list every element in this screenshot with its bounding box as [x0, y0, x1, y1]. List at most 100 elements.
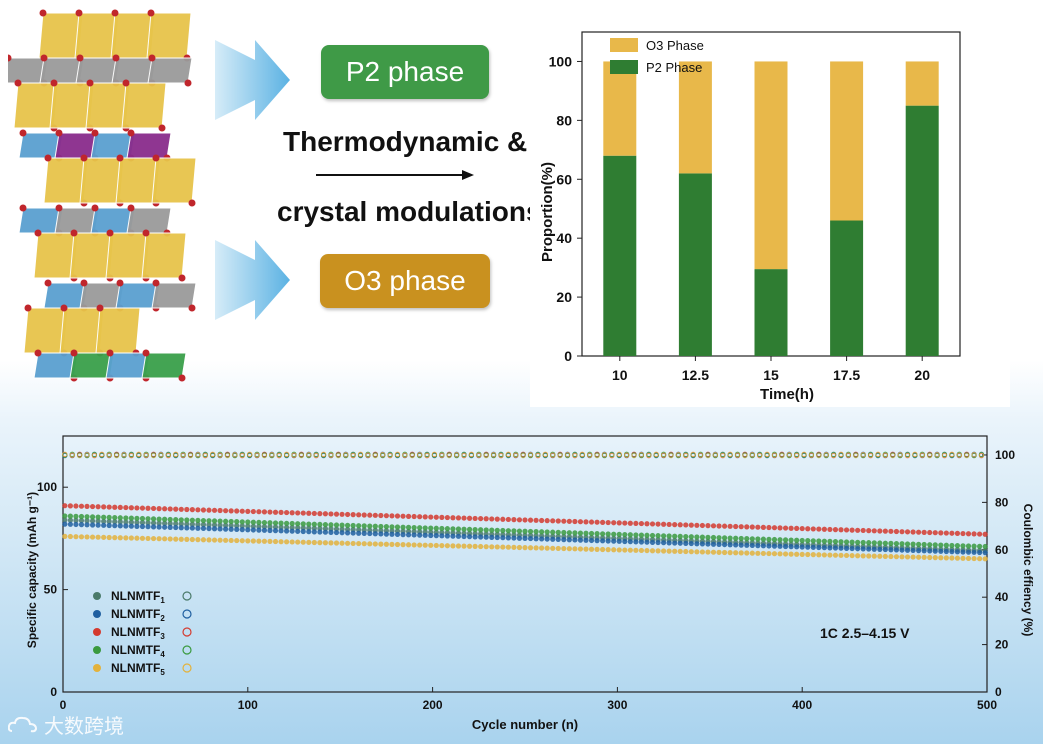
capacity-point [871, 546, 877, 552]
capacity-point [289, 510, 295, 516]
capacity-point [949, 555, 955, 561]
capacity-point [943, 548, 949, 555]
capacity-point [344, 522, 351, 528]
ce-point [653, 451, 659, 457]
capacity-point [838, 552, 844, 558]
capacity-point [849, 539, 855, 545]
ce-point [949, 451, 955, 457]
polyhedron-shape [121, 82, 167, 129]
o3-phase-label: O3 phase [320, 254, 490, 308]
capacity-point [306, 510, 312, 516]
phase-proportion-chart: 0 20 40 60 80 100 10 12.5 15 17.5 20 O3 Phase P2 Pha… [530, 22, 1010, 407]
capacity-point [195, 521, 201, 528]
capacity-point [788, 525, 794, 531]
capacity-point [478, 543, 484, 550]
capacity-point [112, 523, 118, 529]
capacity-point [256, 519, 262, 525]
capacity-point [344, 540, 351, 546]
capacity-point [777, 537, 783, 543]
ce-point [727, 451, 733, 457]
capacity-point [954, 530, 961, 536]
polyhedron-shape [95, 307, 141, 354]
capacity-point [583, 530, 589, 536]
capacity-point [810, 538, 816, 544]
capacity-point [672, 548, 678, 554]
capacity-point [539, 545, 545, 551]
capacity-point [223, 508, 229, 514]
capacity-point [200, 525, 207, 532]
capacity-point [344, 530, 351, 536]
capacity-point [89, 514, 96, 520]
capacity-point [367, 523, 373, 529]
capacity-point [766, 536, 772, 542]
ce-point [794, 452, 800, 458]
ce-point [601, 452, 608, 458]
capacity-point [860, 553, 866, 559]
modulation-text-line1: Thermodynamic & [283, 126, 528, 157]
capacity-point [539, 536, 545, 542]
capacity-point [505, 516, 511, 523]
ce-point [697, 452, 704, 458]
capacity-point [200, 517, 207, 524]
capacity-point [683, 548, 689, 555]
capacity-point [977, 549, 983, 556]
capacity-point [982, 543, 988, 550]
capacity-point [439, 525, 445, 532]
ce-point [609, 452, 615, 458]
capacity-point [971, 549, 977, 555]
oxygen-atom [70, 229, 78, 237]
capacity-point [339, 540, 345, 546]
capacity-point [378, 541, 384, 547]
capacity-point [150, 520, 157, 526]
phase-arrows [215, 40, 290, 320]
capacity-point [566, 546, 572, 552]
capacity-point [683, 533, 689, 540]
capacity-point [356, 530, 362, 536]
capacity-point [561, 518, 567, 524]
capacity-point [910, 541, 916, 547]
capacity-point [245, 508, 251, 514]
capacity-point [428, 532, 434, 539]
capacity-point [516, 528, 523, 534]
capacity-point [661, 548, 667, 554]
ce-point [557, 453, 563, 459]
capacity-point [372, 531, 378, 537]
capacity-point [489, 516, 495, 522]
ce-point [927, 453, 933, 459]
capacity-point [444, 543, 450, 549]
capacity-point [788, 551, 794, 557]
capacity-point [771, 525, 778, 531]
capacity-point [339, 530, 345, 536]
capacity-point [250, 523, 256, 529]
capacity-point [444, 533, 450, 539]
capacity-point [78, 522, 85, 528]
capacity-point [860, 539, 866, 546]
capacity-point [616, 520, 622, 526]
bar-ytick-label: 60 [556, 171, 572, 187]
capacity-point [444, 514, 450, 521]
cycle-legend-filled-marker [93, 628, 101, 636]
capacity-point [156, 520, 162, 526]
capacity-point [261, 509, 268, 515]
capacity-point [272, 524, 279, 530]
capacity-point [738, 542, 744, 548]
ce-point [335, 453, 341, 459]
ce-point [99, 451, 105, 457]
bar-xtick-label: 20 [914, 367, 930, 383]
cycle-legend-label: NLNMTF4 [111, 643, 165, 659]
ce-point [158, 452, 164, 458]
capacity-point [677, 533, 683, 539]
ce-point [668, 453, 674, 459]
capacity-point [494, 527, 500, 533]
cycle-y2tick-label: 20 [995, 638, 1009, 652]
capacity-point [577, 546, 584, 552]
capacity-point [572, 518, 578, 525]
capacity-point [588, 537, 595, 544]
capacity-point [272, 520, 279, 526]
polyhedron-shape [126, 132, 172, 159]
capacity-point [605, 547, 611, 553]
capacity-point [306, 529, 312, 535]
capacity-point [705, 534, 711, 540]
oxygen-atom [127, 129, 135, 137]
capacity-point [766, 543, 772, 549]
